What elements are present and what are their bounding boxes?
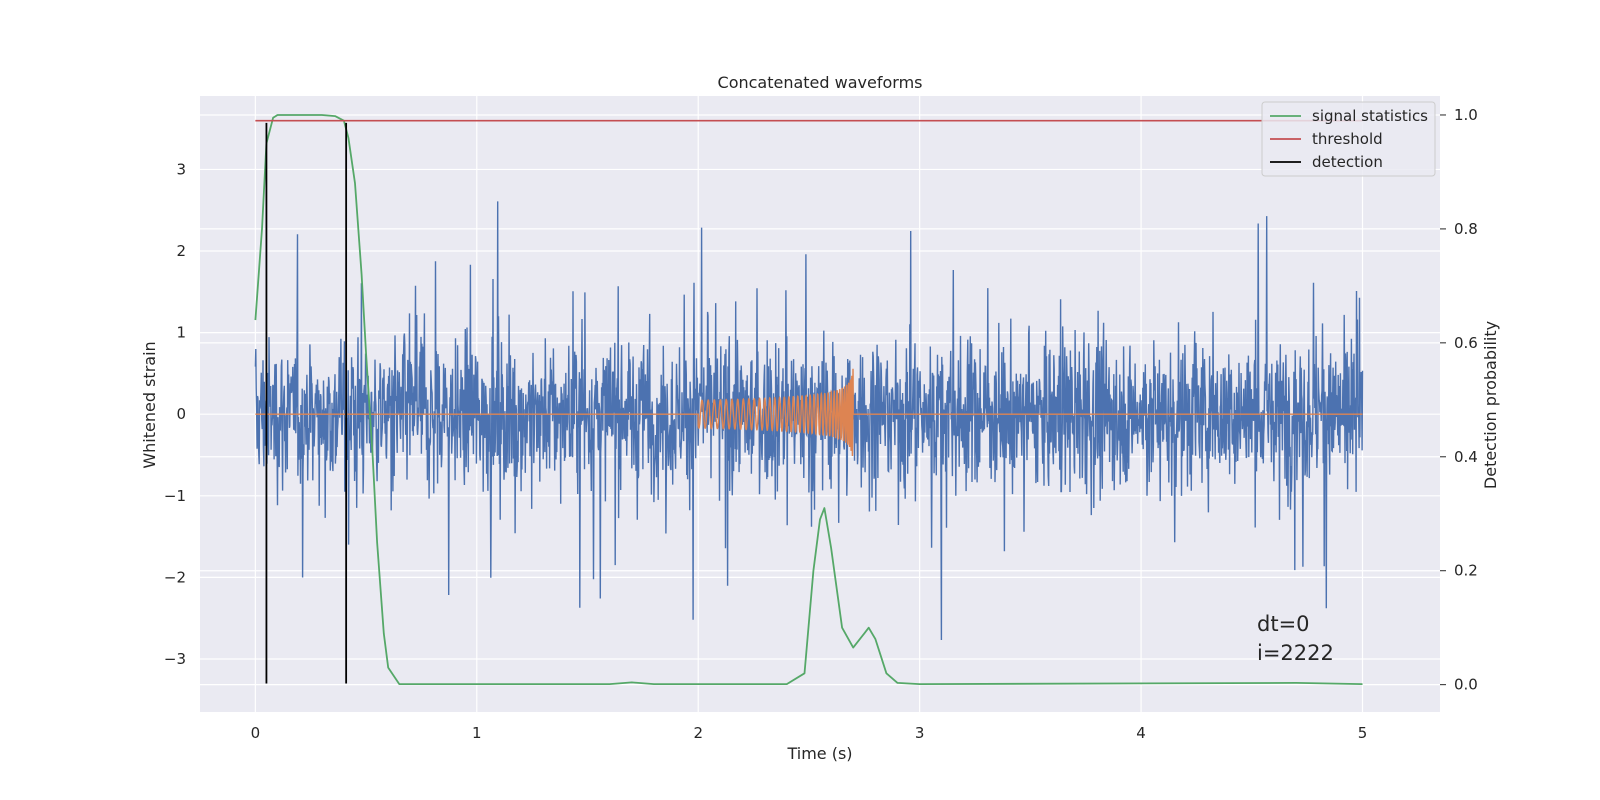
annotation-dt: dt=0 [1257, 612, 1310, 636]
y2-tick-label: 1.0 [1454, 106, 1478, 124]
chart-title: Concatenated waveforms [718, 73, 923, 92]
y2-tick-label: 0.0 [1454, 676, 1478, 694]
legend-box [1261, 101, 1436, 177]
y2-tick-label: 0.4 [1454, 448, 1478, 466]
legend-label-detection: detection [1312, 153, 1383, 171]
y-axis-label: Whitened strain [140, 341, 159, 468]
strain-line [254, 201, 1364, 641]
legend: signal statistics threshold detection [1261, 101, 1436, 177]
y2-axis-label: Detection probability [1481, 321, 1500, 489]
y-tick-label: −1 [164, 487, 186, 505]
detection-series [265, 122, 348, 684]
injected-signal-series [255, 368, 1363, 457]
injected-signal-line [255, 368, 1363, 457]
y2-tick-label: 0.6 [1454, 334, 1478, 352]
x-axis-label: Time (s) [786, 744, 852, 763]
x-tick-label: 5 [1358, 724, 1368, 742]
y2-tick-label: 0.8 [1454, 220, 1478, 238]
y2-tick-label: 0.2 [1454, 562, 1478, 580]
y-tick-label: 0 [176, 405, 186, 423]
signal-statistics-line [254, 114, 1363, 685]
x-tick-label: 3 [915, 724, 925, 742]
x-tick-label: 0 [251, 724, 261, 742]
strain-series [254, 201, 1364, 641]
legend-label-threshold: threshold [1312, 130, 1383, 148]
y-tick-labels: −3 −2 −1 0 1 2 3 [164, 160, 186, 668]
legend-label-signal-statistics: signal statistics [1312, 107, 1428, 125]
signal-statistics-series [254, 114, 1363, 685]
y-tick-label: −2 [164, 568, 186, 586]
x-tick-label: 1 [472, 724, 482, 742]
x-tick-labels: 0 1 2 3 4 5 [251, 724, 1368, 742]
annotation-i: i=2222 [1257, 641, 1334, 665]
y-tick-label: 2 [176, 242, 186, 260]
y-tick-label: 1 [176, 324, 186, 342]
y2-tick-labels: 0.0 0.2 0.4 0.6 0.8 1.0 [1440, 106, 1478, 694]
x-tick-label: 2 [693, 724, 703, 742]
y-tick-label: −3 [164, 650, 186, 668]
y-tick-label: 3 [176, 160, 186, 178]
x-tick-label: 4 [1136, 724, 1146, 742]
